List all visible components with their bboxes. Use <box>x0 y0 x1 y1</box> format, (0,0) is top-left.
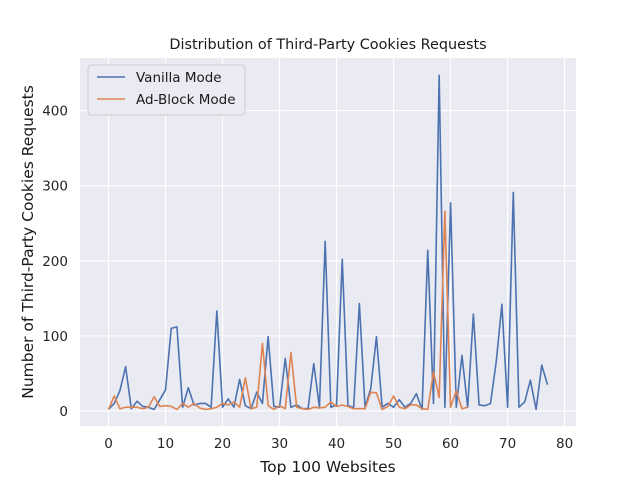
y-tick-label: 0 <box>59 404 68 420</box>
y-tick-label: 400 <box>42 104 68 120</box>
x-tick-label: 40 <box>328 436 345 452</box>
x-tick-label: 60 <box>442 436 459 452</box>
tick-labels: 0 10 20 30 40 50 60 70 80 0 100 200 300 400 <box>42 104 573 452</box>
x-tick-label: 30 <box>271 436 288 452</box>
legend: Vanilla Mode Ad-Block Mode <box>87 64 246 116</box>
legend-label-vanilla: Vanilla Mode <box>136 70 222 86</box>
y-tick-label: 100 <box>42 329 68 345</box>
plot-background <box>80 58 576 426</box>
x-tick-label: 80 <box>556 436 573 452</box>
x-tick-label: 0 <box>104 436 113 452</box>
x-tick-label: 10 <box>157 436 174 452</box>
chart-title: Distribution of Third-Party Cookies Requ… <box>169 37 486 53</box>
legend-box <box>87 64 246 116</box>
x-tick-label: 20 <box>214 436 231 452</box>
series-line-vanilla-mode <box>107 74 549 411</box>
y-tick-label: 300 <box>42 179 68 195</box>
series-layer <box>107 74 549 411</box>
x-axis-label: Top 100 Websites <box>259 458 395 476</box>
y-tick-label: 200 <box>42 254 68 270</box>
y-axis-label: Number of Third-Party Cookies Requests <box>19 85 37 399</box>
legend-label-adblock: Ad-Block Mode <box>136 92 236 108</box>
x-tick-label: 50 <box>385 436 402 452</box>
series-line-ad-block-mode <box>107 210 468 411</box>
x-tick-label: 70 <box>499 436 516 452</box>
